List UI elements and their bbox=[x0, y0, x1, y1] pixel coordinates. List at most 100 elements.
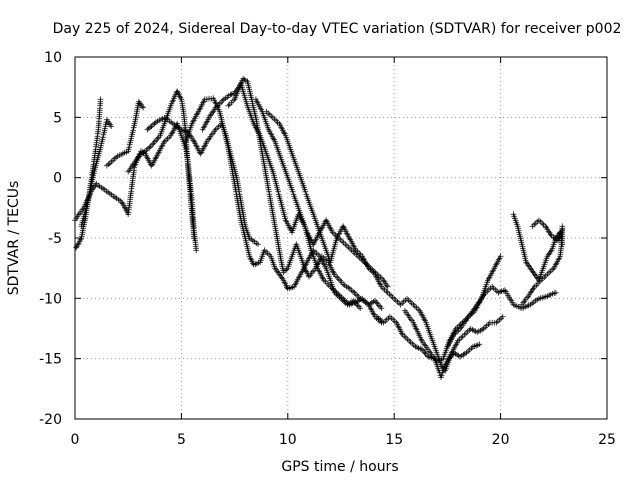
point-marker: + bbox=[468, 309, 476, 319]
point-marker: + bbox=[296, 172, 304, 182]
point-marker: + bbox=[377, 281, 385, 291]
point-marker: + bbox=[129, 126, 137, 136]
point-marker: + bbox=[534, 279, 542, 289]
point-marker: + bbox=[263, 107, 271, 117]
point-marker: + bbox=[179, 103, 187, 113]
point-marker: + bbox=[182, 136, 190, 146]
point-marker: + bbox=[310, 238, 318, 248]
point-marker: + bbox=[259, 250, 267, 260]
point-marker: + bbox=[245, 250, 253, 260]
point-marker: + bbox=[248, 95, 256, 105]
point-marker: + bbox=[163, 111, 171, 121]
point-marker: + bbox=[553, 259, 561, 269]
point-marker: + bbox=[408, 299, 416, 309]
point-marker: + bbox=[204, 136, 212, 146]
point-marker: + bbox=[521, 254, 529, 264]
point-marker: + bbox=[149, 121, 157, 131]
point-marker: + bbox=[545, 291, 553, 301]
point-marker: + bbox=[309, 238, 317, 248]
point-marker: + bbox=[453, 350, 461, 360]
point-marker: + bbox=[225, 148, 233, 158]
point-marker: + bbox=[291, 194, 299, 204]
point-marker: + bbox=[297, 252, 305, 262]
point-marker: + bbox=[249, 236, 257, 246]
point-marker: + bbox=[89, 164, 97, 174]
point-marker: + bbox=[229, 160, 237, 170]
point-marker: + bbox=[362, 259, 370, 269]
point-marker: + bbox=[127, 164, 135, 174]
point-marker: + bbox=[286, 180, 294, 190]
point-marker: + bbox=[278, 156, 286, 166]
point-marker: + bbox=[522, 258, 530, 268]
point-marker: + bbox=[295, 210, 303, 220]
point-marker: + bbox=[83, 208, 91, 218]
point-marker: + bbox=[307, 244, 315, 254]
point-marker: + bbox=[530, 269, 538, 279]
point-marker: + bbox=[532, 297, 540, 307]
point-marker: + bbox=[154, 134, 162, 144]
point-marker: + bbox=[193, 246, 201, 256]
point-marker: + bbox=[176, 127, 184, 137]
point-marker: + bbox=[494, 317, 502, 327]
point-marker: + bbox=[298, 217, 306, 227]
point-marker: + bbox=[280, 162, 288, 172]
point-marker: + bbox=[279, 126, 287, 136]
point-marker: + bbox=[85, 194, 93, 204]
point-marker: + bbox=[293, 240, 301, 250]
point-marker: + bbox=[212, 125, 220, 135]
point-marker: + bbox=[239, 208, 247, 218]
point-marker: + bbox=[459, 321, 467, 331]
point-marker: + bbox=[295, 248, 303, 258]
point-marker: + bbox=[96, 146, 104, 156]
point-marker: + bbox=[486, 318, 494, 328]
point-marker: + bbox=[381, 285, 389, 295]
point-marker: + bbox=[89, 162, 97, 172]
point-marker: + bbox=[340, 224, 348, 234]
point-marker: + bbox=[464, 314, 472, 324]
point-marker: + bbox=[84, 195, 92, 205]
point-marker: + bbox=[265, 184, 273, 194]
point-marker: + bbox=[431, 343, 439, 353]
point-marker: + bbox=[375, 272, 383, 282]
point-marker: + bbox=[89, 176, 97, 186]
point-marker: + bbox=[361, 298, 369, 308]
point-marker: + bbox=[293, 242, 301, 252]
point-marker: + bbox=[242, 236, 250, 246]
point-marker: + bbox=[222, 131, 230, 141]
point-marker: + bbox=[348, 286, 356, 296]
point-marker: + bbox=[289, 226, 297, 236]
point-marker: + bbox=[134, 154, 142, 164]
point-marker: + bbox=[191, 230, 199, 240]
point-marker: + bbox=[228, 166, 236, 176]
point-marker: + bbox=[95, 125, 103, 135]
point-marker: + bbox=[77, 236, 85, 246]
point-marker: + bbox=[95, 152, 103, 162]
point-marker: + bbox=[364, 261, 372, 271]
point-marker: + bbox=[80, 204, 88, 214]
point-marker: + bbox=[253, 259, 261, 269]
point-marker: + bbox=[187, 185, 195, 195]
point-marker: + bbox=[384, 282, 392, 292]
point-marker: + bbox=[436, 357, 444, 367]
point-marker: + bbox=[455, 351, 463, 361]
point-marker: + bbox=[195, 107, 203, 117]
point-marker: + bbox=[262, 117, 270, 127]
point-marker: + bbox=[282, 216, 290, 226]
point-marker: + bbox=[366, 299, 374, 309]
point-marker: + bbox=[290, 224, 298, 234]
point-marker: + bbox=[523, 260, 531, 270]
point-marker: + bbox=[85, 194, 93, 204]
point-marker: + bbox=[343, 242, 351, 252]
point-marker: + bbox=[228, 90, 236, 100]
point-marker: + bbox=[495, 288, 503, 298]
point-marker: + bbox=[331, 287, 339, 297]
point-marker: + bbox=[187, 189, 195, 199]
point-marker: + bbox=[189, 206, 197, 216]
point-marker: + bbox=[446, 352, 454, 362]
point-marker: + bbox=[85, 192, 93, 202]
point-marker: + bbox=[484, 276, 492, 286]
point-marker: + bbox=[298, 178, 306, 188]
point-marker: + bbox=[380, 276, 388, 286]
point-marker: + bbox=[201, 122, 209, 132]
point-marker: + bbox=[328, 254, 336, 264]
